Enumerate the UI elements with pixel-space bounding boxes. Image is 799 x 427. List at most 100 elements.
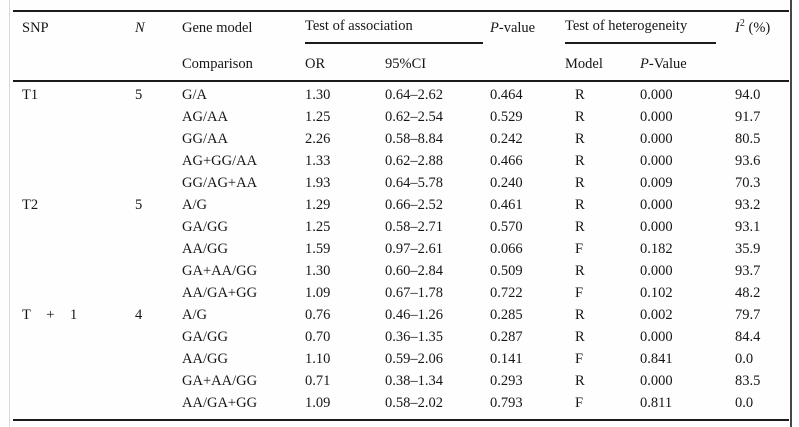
- cell-n: [135, 238, 182, 260]
- cell-n: [135, 370, 182, 392]
- cell-n: [135, 216, 182, 238]
- cell-p-value: 0.240: [490, 174, 523, 191]
- page-edge-line-right: [790, 0, 792, 427]
- cell-p-het: 0.000: [640, 328, 673, 345]
- cell-snp: [13, 150, 135, 172]
- cell-or: 1.33: [305, 152, 331, 169]
- cell-snp: [13, 326, 135, 348]
- cell-p-het: 0.000: [640, 262, 673, 279]
- cell-comparison: AG+GG/AA: [182, 152, 258, 169]
- subheader-empty-i2: [735, 44, 790, 82]
- cell-p-het: 0.000: [640, 372, 673, 389]
- cell-ci: 0.62–2.88: [385, 152, 443, 169]
- table-row: AA/GG 1.59 0.97–2.61 0.066 F 0.182 35.9: [13, 238, 789, 260]
- table-row: AG/AA 1.25 0.62–2.54 0.529 R 0.000 91.7: [13, 106, 789, 128]
- cell-i2: 93.7: [735, 262, 761, 279]
- cell-p-value: 0.722: [490, 284, 523, 301]
- cell-p-value: 0.529: [490, 108, 523, 125]
- table-row: GA/GG 1.25 0.58–2.71 0.570 R 0.000 93.1: [13, 216, 789, 238]
- cell-p-het: 0.102: [640, 284, 673, 301]
- header-row-2: Comparison OR 95%CI Model P-Value: [13, 44, 790, 82]
- cell-model: R: [575, 152, 585, 169]
- cell-p-value: 0.461: [490, 196, 523, 213]
- cell-n: [135, 392, 182, 420]
- cell-ci: 0.38–1.34: [385, 372, 443, 389]
- cell-snp: [13, 238, 135, 260]
- cell-p-value: 0.466: [490, 152, 523, 169]
- cell-ci: 0.59–2.06: [385, 350, 443, 367]
- table-row: GG/AG+AA 1.93 0.64–5.78 0.240 R 0.009 70.3: [13, 172, 789, 194]
- table-row: AG+GG/AA 1.33 0.62–2.88 0.466 R 0.000 93.6: [13, 150, 789, 172]
- table-row: GA+AA/GG 0.71 0.38–1.34 0.293 R 0.000 83.5: [13, 370, 789, 392]
- i-squared-sup: 2: [739, 17, 745, 29]
- col-header-n: N: [135, 11, 182, 44]
- cell-comparison: AA/GA+GG: [182, 394, 258, 411]
- cell-p-value: 0.793: [490, 394, 523, 411]
- cell-n: 4: [135, 306, 143, 323]
- cell-p-value: 0.464: [490, 86, 523, 103]
- cell-snp: T1: [22, 86, 39, 103]
- cell-model: R: [575, 262, 585, 279]
- cell-n: 5: [135, 86, 143, 103]
- cell-comparison: AA/GA+GG: [182, 284, 258, 301]
- cell-n: [135, 172, 182, 194]
- cell-i2: 48.2: [735, 284, 761, 301]
- cell-i2: 84.4: [735, 328, 761, 345]
- cell-p-het: 0.000: [640, 196, 673, 213]
- cell-model: F: [575, 394, 584, 411]
- heterogeneity-spanner-label: Test of heterogeneity: [565, 17, 688, 34]
- cell-model: R: [575, 372, 585, 389]
- p-italic: P: [490, 19, 499, 36]
- col-header-snp: SNP: [22, 19, 49, 36]
- cell-or: 0.70: [305, 328, 331, 345]
- cell-p-value: 0.242: [490, 130, 523, 147]
- p-rest: -value: [498, 19, 536, 36]
- cell-comparison: GA/GG: [182, 218, 228, 235]
- cell-or: 1.30: [305, 262, 331, 279]
- cell-model: R: [575, 174, 585, 191]
- cell-n: [135, 128, 182, 150]
- cell-n: [135, 150, 182, 172]
- cell-comparison: A/G: [182, 196, 207, 213]
- cell-n: 5: [135, 196, 143, 213]
- cell-p-het: 0.811: [640, 394, 673, 411]
- cell-snp: T + 1: [22, 306, 78, 323]
- cell-i2: 70.3: [735, 174, 761, 191]
- cell-p-het: 0.182: [640, 240, 673, 257]
- cell-comparison: AA/GG: [182, 240, 228, 257]
- cell-snp: [13, 370, 135, 392]
- cell-p-value: 0.287: [490, 328, 523, 345]
- cell-ci: 0.58–2.71: [385, 218, 443, 235]
- cell-or: 1.25: [305, 218, 331, 235]
- cell-model: F: [575, 284, 584, 301]
- p-het-italic: P: [640, 56, 649, 72]
- cell-ci: 0.36–1.35: [385, 328, 443, 345]
- cell-p-value: 0.293: [490, 372, 523, 389]
- cell-p-value: 0.141: [490, 350, 523, 367]
- cell-p-het: 0.002: [640, 306, 673, 323]
- cell-p-value: 0.570: [490, 218, 523, 235]
- cell-or: 1.93: [305, 174, 331, 191]
- cell-p-het: 0.000: [640, 108, 673, 125]
- i-italic: I: [735, 19, 740, 36]
- cell-n: [135, 326, 182, 348]
- cell-i2: 94.0: [735, 86, 761, 103]
- cell-model: R: [575, 86, 585, 103]
- cell-n: [135, 282, 182, 304]
- subheader-empty-n: [135, 44, 182, 82]
- p-het-rest: -Value: [648, 56, 687, 72]
- cell-ci: 0.64–2.62: [385, 86, 443, 103]
- cell-or: 1.30: [305, 86, 331, 103]
- cell-snp: [13, 260, 135, 282]
- cell-p-het: 0.841: [640, 350, 673, 367]
- cell-comparison: A/G: [182, 306, 207, 323]
- cell-model: F: [575, 240, 584, 257]
- cell-i2: 35.9: [735, 240, 761, 257]
- table-row: GA+AA/GG 1.30 0.60–2.84 0.509 R 0.000 93.7: [13, 260, 789, 282]
- cell-n: [135, 260, 182, 282]
- cell-or: 1.29: [305, 196, 331, 213]
- n-label: N: [135, 19, 145, 36]
- subheader-empty-p: [490, 44, 565, 82]
- table-row: GA/GG 0.70 0.36–1.35 0.287 R 0.000 84.4: [13, 326, 789, 348]
